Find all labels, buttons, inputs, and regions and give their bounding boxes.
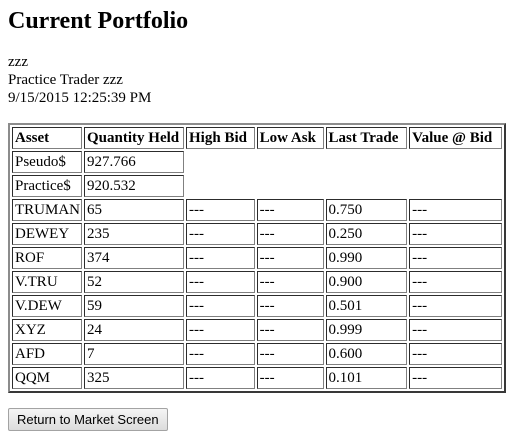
quantity-cell: 325 (84, 367, 185, 389)
value-at-bid-cell: --- (409, 223, 502, 245)
value-at-bid-cell: --- (409, 343, 502, 365)
table-row: XYZ 24 --- --- 0.999 --- (12, 319, 502, 341)
value-at-bid-cell: --- (409, 295, 502, 317)
high-bid-cell: --- (186, 199, 255, 221)
low-ask-cell: --- (256, 247, 324, 269)
low-ask-cell: --- (256, 343, 324, 365)
high-bid-cell: --- (186, 295, 255, 317)
value-at-bid-cell: --- (409, 319, 502, 341)
quantity-cell: 374 (84, 247, 185, 269)
portfolio-table: Asset Quantity Held High Bid Low Ask Las… (8, 123, 506, 393)
last-trade-cell: 0.600 (325, 343, 408, 365)
asset-cell: DEWEY (12, 223, 83, 245)
last-trade-cell: 0.900 (325, 271, 408, 293)
return-to-market-button[interactable]: Return to Market Screen (8, 408, 168, 431)
asset-cell: ROF (12, 247, 83, 269)
quantity-cell: 65 (84, 199, 185, 221)
asset-cell: AFD (12, 343, 83, 365)
last-trade-cell: 0.101 (325, 367, 408, 389)
quantity-cell: 24 (84, 319, 185, 341)
empty-cell (186, 151, 502, 173)
low-ask-cell: --- (256, 295, 324, 317)
header-asset: Asset (12, 127, 83, 149)
table-header-row: Asset Quantity Held High Bid Low Ask Las… (12, 127, 502, 149)
low-ask-cell: --- (256, 271, 324, 293)
quantity-cell: 59 (84, 295, 185, 317)
table-row: V.DEW 59 --- --- 0.501 --- (12, 295, 502, 317)
high-bid-cell: --- (186, 343, 255, 365)
page-title: Current Portfolio (8, 8, 189, 34)
cash-row: Pseudo$ 927.766 (12, 151, 502, 173)
asset-cell: V.TRU (12, 271, 83, 293)
table-row: AFD 7 --- --- 0.600 --- (12, 343, 502, 365)
quantity-cell: 927.766 (84, 151, 185, 173)
table-row: ROF 374 --- --- 0.990 --- (12, 247, 502, 269)
high-bid-cell: --- (186, 223, 255, 245)
value-at-bid-cell: --- (409, 367, 502, 389)
asset-cell: V.DEW (12, 295, 83, 317)
quantity-cell: 7 (84, 343, 185, 365)
high-bid-cell: --- (186, 247, 255, 269)
quantity-cell: 52 (84, 271, 185, 293)
value-at-bid-cell: --- (409, 271, 502, 293)
trader-name: Practice Trader zzz (8, 72, 123, 88)
asset-cell: XYZ (12, 319, 83, 341)
low-ask-cell: --- (256, 367, 324, 389)
low-ask-cell: --- (256, 199, 324, 221)
low-ask-cell: --- (256, 223, 324, 245)
account-info: zzz Practice Trader zzz 9/15/2015 12:25:… (8, 53, 151, 107)
table-row: DEWEY 235 --- --- 0.250 --- (12, 223, 502, 245)
value-at-bid-cell: --- (409, 199, 502, 221)
last-trade-cell: 0.250 (325, 223, 408, 245)
table-row: TRUMAN 65 --- --- 0.750 --- (12, 199, 502, 221)
table-row: QQM 325 --- --- 0.101 --- (12, 367, 502, 389)
timestamp: 9/15/2015 12:25:39 PM (8, 90, 152, 106)
high-bid-cell: --- (186, 271, 255, 293)
cash-row: Practice$ 920.532 (12, 175, 502, 197)
last-trade-cell: 0.990 (325, 247, 408, 269)
header-quantity-held: Quantity Held (84, 127, 185, 149)
low-ask-cell: --- (256, 319, 324, 341)
asset-cell: TRUMAN (12, 199, 83, 221)
quantity-cell: 235 (84, 223, 185, 245)
high-bid-cell: --- (186, 367, 255, 389)
header-low-ask: Low Ask (256, 127, 324, 149)
asset-cell: Pseudo$ (12, 151, 83, 173)
value-at-bid-cell: --- (409, 247, 502, 269)
asset-cell: Practice$ (12, 175, 83, 197)
asset-cell: QQM (12, 367, 83, 389)
empty-cell (186, 175, 502, 197)
user-name: zzz (8, 54, 28, 70)
table-row: V.TRU 52 --- --- 0.900 --- (12, 271, 502, 293)
header-value-at-bid: Value @ Bid (409, 127, 502, 149)
high-bid-cell: --- (186, 319, 255, 341)
header-last-trade: Last Trade (325, 127, 408, 149)
last-trade-cell: 0.501 (325, 295, 408, 317)
last-trade-cell: 0.999 (325, 319, 408, 341)
quantity-cell: 920.532 (84, 175, 185, 197)
last-trade-cell: 0.750 (325, 199, 408, 221)
header-high-bid: High Bid (186, 127, 255, 149)
